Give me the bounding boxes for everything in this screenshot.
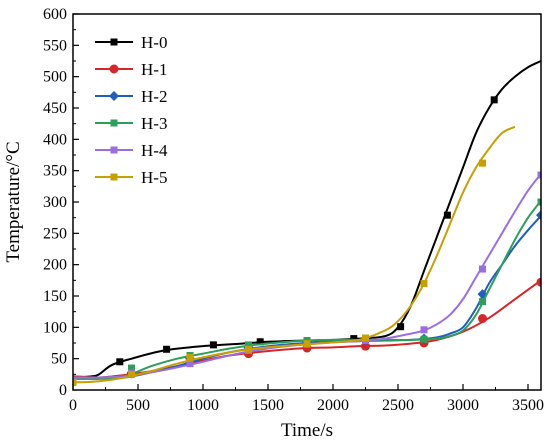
y-tick-label: 450 bbox=[43, 100, 67, 117]
y-tick-label: 100 bbox=[43, 319, 67, 336]
legend-item-h-1: H-1 bbox=[95, 60, 167, 79]
y-tick-label: 500 bbox=[43, 69, 67, 86]
y-tick-label: 300 bbox=[43, 194, 67, 211]
data-point bbox=[350, 335, 358, 343]
y-tick-label: 350 bbox=[43, 163, 67, 180]
x-tick-label: 2500 bbox=[382, 397, 414, 414]
y-tick-label: 600 bbox=[43, 6, 67, 23]
data-point bbox=[490, 96, 498, 104]
data-point bbox=[245, 345, 252, 353]
legend-marker bbox=[110, 146, 118, 154]
series-line bbox=[73, 60, 541, 379]
x-tick-label: 3000 bbox=[447, 397, 479, 414]
data-point bbox=[536, 277, 541, 287]
series-line bbox=[73, 125, 516, 384]
series-line bbox=[73, 173, 541, 379]
y-tick-label: 150 bbox=[43, 288, 67, 305]
legend-marker bbox=[110, 173, 118, 181]
axes: 0 500 1000 1500 2000 2500 3000 3500 0 50 100 150 200… bbox=[43, 6, 544, 414]
data-point bbox=[163, 345, 171, 353]
y-tick-label: 250 bbox=[43, 225, 67, 242]
series-h-5 bbox=[73, 125, 516, 386]
legend-marker bbox=[110, 119, 118, 127]
data-point bbox=[362, 334, 369, 342]
x-tick-label: 1500 bbox=[252, 397, 284, 414]
data-point bbox=[479, 298, 486, 306]
legend-item-h-5: H-5 bbox=[95, 168, 167, 187]
data-point bbox=[245, 341, 252, 349]
data-point bbox=[420, 279, 428, 287]
x-tick-label: 1000 bbox=[187, 397, 219, 414]
x-axis-title: Time/s bbox=[281, 420, 333, 441]
data-point bbox=[186, 353, 194, 361]
legend-marker bbox=[109, 91, 119, 101]
legend-item-h-0: H-0 bbox=[95, 33, 167, 52]
legend-label: H-3 bbox=[141, 114, 167, 133]
data-point bbox=[479, 265, 486, 273]
data-point bbox=[420, 326, 428, 334]
data-point bbox=[536, 210, 541, 221]
legend-item-h-4: H-4 bbox=[95, 141, 168, 160]
x-tick-label: 2000 bbox=[317, 397, 349, 414]
y-tick-label: 400 bbox=[43, 131, 67, 148]
legend-label: H-1 bbox=[141, 60, 167, 79]
data-point bbox=[116, 358, 124, 366]
y-tick-label: 50 bbox=[51, 351, 67, 368]
data-point bbox=[256, 338, 264, 346]
data-point bbox=[443, 211, 451, 219]
legend-label: H-4 bbox=[141, 141, 168, 160]
plot-area bbox=[73, 60, 541, 386]
y-axis-title: Temperature/°C bbox=[3, 141, 24, 262]
data-point bbox=[128, 370, 135, 378]
legend-label: H-5 bbox=[141, 168, 167, 187]
legend-label: H-2 bbox=[141, 87, 167, 106]
data-point bbox=[209, 341, 217, 349]
data-point bbox=[420, 335, 428, 343]
data-point bbox=[537, 198, 541, 206]
legend-marker bbox=[110, 38, 118, 46]
x-tick-label: 0 bbox=[69, 397, 77, 414]
x-tick-label: 3500 bbox=[512, 397, 544, 414]
data-point bbox=[479, 159, 486, 167]
y-tick-label: 200 bbox=[43, 257, 67, 274]
x-tick-label: 500 bbox=[126, 397, 150, 414]
legend-item-h-2: H-2 bbox=[95, 87, 167, 106]
data-point bbox=[186, 360, 194, 368]
data-point bbox=[128, 364, 135, 372]
legend-marker bbox=[109, 64, 119, 74]
data-point bbox=[73, 378, 77, 386]
data-point bbox=[397, 323, 405, 331]
y-tick-label: 0 bbox=[59, 382, 67, 399]
legend: H-0 H-1 H-2 H-3 H-4 H-5 bbox=[95, 33, 168, 187]
data-point bbox=[303, 340, 311, 348]
data-point bbox=[537, 171, 541, 179]
data-point bbox=[478, 314, 487, 324]
y-tick-label: 550 bbox=[43, 37, 67, 54]
legend-item-h-3: H-3 bbox=[95, 114, 167, 133]
legend-label: H-0 bbox=[141, 33, 167, 52]
